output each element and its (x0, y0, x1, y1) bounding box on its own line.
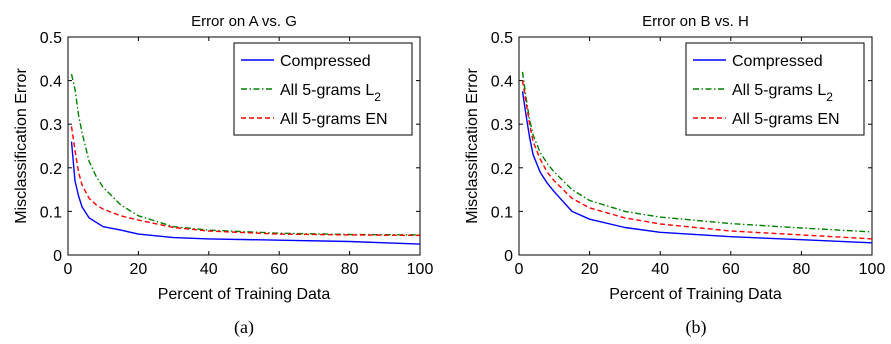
legend-label-text: All 5-grams EN (280, 111, 388, 128)
y-tick-label: 0.1 (491, 204, 513, 221)
y-tick-label: 0.3 (491, 117, 513, 134)
x-tick-label: 20 (581, 261, 599, 278)
legend-label-text: Compressed (280, 53, 371, 70)
chart-panel-a: 0 20 40 60 80 100 0 0.1 0.2 0.3 0.4 0.5 Error on A v… (13, 13, 433, 338)
y-tick-label: 0.1 (40, 204, 62, 221)
series-line-3 (70, 126, 421, 237)
series-line-1 (70, 141, 421, 245)
chart-title: Error on A vs. G (191, 13, 297, 30)
y-tick-label: 0.4 (491, 74, 513, 91)
x-tick-label: 100 (859, 261, 886, 278)
x-tick-label: 0 (64, 261, 73, 278)
x-tick-label: 40 (200, 261, 218, 278)
legend-label-3: All 5-grams EN (280, 111, 388, 128)
x-tick-label: 60 (270, 261, 288, 278)
legend-label-2: All 5-grams L2 (732, 82, 833, 104)
y-tick-label: 0.2 (491, 161, 513, 178)
y-tick-label: 0 (504, 248, 513, 265)
y-axis-label: Misclassification Error (464, 68, 481, 224)
chart-panel-b: 0 20 40 60 80 100 0 0.1 0.2 0.3 0.4 0.5 Error on B v… (464, 13, 885, 338)
y-tick-label: 0.3 (40, 117, 62, 134)
legend-label-text: All 5-grams L (280, 82, 374, 99)
y-tick-label: 0.5 (491, 30, 513, 47)
subfigure-caption: (b) (686, 317, 707, 338)
chart-title: Error on B vs. H (642, 13, 749, 30)
y-tick-label: 0.4 (40, 74, 62, 91)
x-axis-label: Percent of Training Data (609, 286, 782, 303)
legend-label-3: All 5-grams EN (732, 111, 840, 128)
y-tick-label: 0 (53, 248, 62, 265)
legend-label-text: Compressed (732, 53, 823, 70)
legend-label-text: All 5-grams EN (732, 111, 840, 128)
series-line-1 (521, 91, 873, 244)
x-tick-label: 0 (515, 261, 524, 278)
series-line-3 (521, 80, 873, 240)
series-line-2 (521, 71, 873, 233)
subfigure-caption: (a) (234, 317, 254, 338)
legend-label-1: Compressed (280, 53, 371, 70)
plot-frame (67, 36, 421, 256)
x-tick-label: 100 (407, 261, 434, 278)
x-tick-label: 80 (341, 261, 359, 278)
legend-box (685, 42, 865, 136)
legend-label-2: All 5-grams L2 (280, 82, 381, 104)
plot-frame (518, 36, 873, 256)
x-tick-label: 40 (651, 261, 669, 278)
legend-label-1: Compressed (732, 53, 823, 70)
x-tick-label: 80 (793, 261, 811, 278)
x-axis-label: Percent of Training Data (158, 286, 331, 303)
legend-label-text: All 5-grams L (732, 82, 826, 99)
legend: Compressed All 5-grams L2 All 5-grams EN (685, 42, 865, 136)
x-tick-label: 60 (722, 261, 740, 278)
legend-box (233, 42, 413, 136)
y-tick-label: 0.5 (40, 30, 62, 47)
y-tick-label: 0.2 (40, 161, 62, 178)
x-tick-label: 20 (130, 261, 148, 278)
legend-label-subscript: 2 (826, 90, 833, 104)
y-axis-label: Misclassification Error (13, 68, 30, 224)
legend-label-subscript: 2 (374, 90, 381, 104)
legend: Compressed All 5-grams L2 All 5-grams EN (233, 42, 413, 136)
